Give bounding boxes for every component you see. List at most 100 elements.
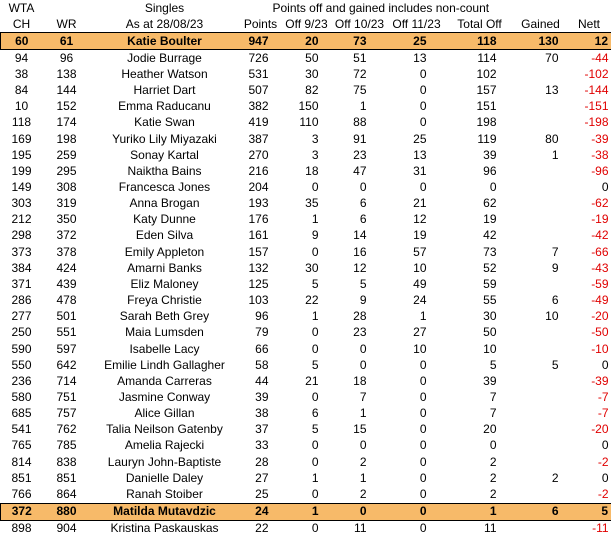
gained-cell	[515, 66, 567, 82]
banner-note: Points off and gained includes non-count	[272, 0, 490, 15]
total-off-cell: 11	[484, 521, 497, 536]
nett-cell: -2	[597, 486, 609, 501]
gained-cell	[515, 486, 567, 503]
off-1123-cell: 0	[419, 406, 427, 421]
world-rank-cell: 904	[56, 521, 77, 536]
nett-cell: -62	[591, 196, 609, 211]
off-1023-cell: 75	[353, 83, 367, 98]
ch-rank-cell: 212	[11, 212, 32, 227]
off-923-cell: 5	[311, 422, 319, 437]
points-cell: 24	[238, 502, 283, 521]
off-1123-cell: 10	[413, 341, 427, 356]
column-header-nett: Nett	[578, 16, 601, 31]
world-rank-cell: 642	[56, 357, 77, 372]
nett-cell: -66	[591, 244, 609, 259]
world-rank-cell: 785	[56, 438, 77, 453]
world-rank-cell: 144	[56, 83, 77, 98]
player-row: 212 350 Katy Dunne 176 1 6 12 19 -19	[1, 212, 611, 228]
points-cell: 507	[248, 83, 269, 98]
gained-cell	[515, 276, 567, 292]
off-923-cell: 1	[282, 502, 331, 521]
column-header-off-1023: Off 10/23	[334, 16, 385, 31]
off-1123-cell: 0	[388, 502, 445, 521]
off-1023-cell: 0	[330, 502, 389, 521]
total-off-cell: 59	[483, 276, 497, 291]
points-cell: 382	[248, 99, 269, 114]
off-1123-cell: 0	[419, 83, 427, 98]
player-row: 94 96 Jodie Burrage 726 50 51 13 114 70 -44	[1, 50, 611, 67]
gained-cell	[515, 341, 567, 357]
nett-cell: -7	[597, 390, 609, 405]
total-off-cell: 2	[489, 454, 497, 469]
ch-rank-cell: 303	[11, 196, 32, 211]
points-cell: 387	[248, 131, 269, 146]
off-1123-cell: 1	[419, 309, 427, 324]
nett-cell: -11	[592, 521, 609, 536]
nett-cell: 5	[566, 502, 611, 521]
total-off-cell: 1	[444, 502, 515, 521]
points-cell: 216	[248, 163, 269, 178]
world-rank-cell: 152	[56, 99, 77, 114]
ch-rank-cell: 60	[0, 31, 43, 51]
ch-rank-cell: 10	[14, 99, 29, 114]
player-row: 84 144 Harriet Dart 507 82 75 0 157 13 -144	[1, 82, 611, 98]
player-name-cell: Yuriko Lily Miyazaki	[112, 131, 217, 146]
off-923-cell: 50	[305, 50, 319, 65]
player-name-cell: Freya Christie	[127, 293, 202, 308]
off-1123-cell: 10	[413, 260, 427, 275]
header-spacer	[43, 0, 91, 16]
total-off-cell: 114	[477, 50, 497, 65]
points-cell: 103	[248, 293, 269, 308]
points-cell: 38	[255, 406, 269, 421]
player-row: 199 295 Naiktha Bains 216 18 47 31 96 -96	[1, 163, 611, 179]
off-923-cell: 30	[305, 66, 319, 81]
player-name-cell: Sonay Kartal	[130, 147, 199, 162]
world-rank-cell: 597	[56, 341, 77, 356]
gained-cell: 130	[514, 31, 567, 51]
off-1123-cell: 0	[419, 115, 427, 130]
off-923-cell: 1	[311, 212, 319, 227]
off-923-cell: 3	[311, 131, 319, 146]
off-923-cell: 30	[305, 260, 319, 275]
nett-cell: -7	[597, 406, 609, 421]
player-name-cell: Danielle Daley	[125, 470, 204, 485]
total-off-cell: 20	[483, 422, 497, 437]
player-name-cell: Jasmine Conway	[118, 390, 211, 405]
nett-cell: -49	[591, 293, 609, 308]
player-name-cell: Emma Raducanu	[118, 99, 211, 114]
off-1023-cell: 9	[359, 293, 367, 308]
world-rank-cell: 762	[56, 422, 77, 437]
off-1123-cell: 49	[413, 276, 427, 291]
player-name-cell: Matilda Mutavdzic	[90, 502, 239, 521]
points-cell: 44	[255, 373, 269, 388]
column-header-points: Points	[243, 16, 278, 31]
total-off-cell: 102	[476, 66, 497, 81]
ch-rank-cell: 550	[11, 357, 32, 372]
player-row: 10 152 Emma Raducanu 382 150 1 0 151 -151	[1, 99, 611, 115]
off-1023-cell: 51	[353, 50, 367, 65]
ch-rank-cell: 199	[11, 163, 32, 178]
total-off-cell: 73	[483, 244, 497, 259]
column-header-asat: As at 28/08/23	[125, 16, 204, 31]
gained-cell: 1	[551, 147, 559, 162]
player-name-cell: Katie Boulter	[90, 31, 239, 51]
ch-rank-cell: 286	[11, 293, 32, 308]
world-rank-cell: 714	[56, 373, 77, 388]
world-rank-cell: 757	[56, 406, 77, 421]
world-rank-cell: 259	[56, 147, 77, 162]
off-1123-cell: 57	[413, 244, 427, 259]
points-cell: 419	[248, 115, 269, 130]
off-1023-cell: 2	[359, 454, 367, 469]
gained-cell	[515, 163, 567, 179]
ch-rank-cell: 371	[11, 276, 32, 291]
ch-rank-cell: 38	[14, 66, 29, 81]
off-1123-cell: 31	[413, 163, 427, 178]
gained-cell	[515, 179, 567, 195]
ch-rank-cell: 94	[14, 50, 29, 65]
nett-cell: -39	[591, 131, 609, 146]
ch-rank-cell: 149	[11, 179, 32, 194]
total-off-cell: 10	[483, 341, 497, 356]
nett-cell: -44	[591, 50, 609, 65]
gained-cell: 70	[545, 50, 559, 65]
off-1023-cell: 1	[359, 406, 367, 421]
